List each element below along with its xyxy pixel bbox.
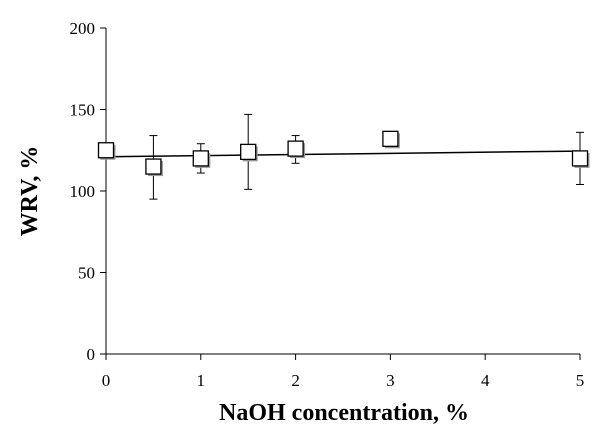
x-tick-label: 0 <box>102 371 111 390</box>
y-tick-label: 50 <box>78 264 95 283</box>
y-tick-label: 100 <box>70 182 96 201</box>
trendline <box>105 150 581 158</box>
data-point <box>571 150 589 167</box>
data-point <box>192 150 209 167</box>
data-point <box>382 130 399 147</box>
data-point <box>145 158 162 175</box>
y-tick-label: 200 <box>70 19 96 38</box>
x-tick-label: 2 <box>291 371 300 390</box>
data-point <box>97 142 115 159</box>
axes: 0 50 100 150 200 0 1 2 3 4 5 <box>70 19 585 390</box>
y-tick-label: 150 <box>70 101 96 120</box>
error-bars-layer <box>149 113 584 200</box>
y-axis-title: WRV, % <box>17 146 43 237</box>
data-point <box>240 143 257 161</box>
trendline-layer <box>105 150 581 158</box>
markers-layer <box>97 130 590 177</box>
x-tick-label: 1 <box>197 371 206 390</box>
x-tick-label: 4 <box>481 371 490 390</box>
x-tick-label: 3 <box>386 371 395 390</box>
data-point <box>287 140 304 157</box>
y-tick-label: 0 <box>87 345 96 364</box>
x-tick-label: 5 <box>576 371 585 390</box>
x-axis-title: NaOH concentration, % <box>219 400 469 426</box>
